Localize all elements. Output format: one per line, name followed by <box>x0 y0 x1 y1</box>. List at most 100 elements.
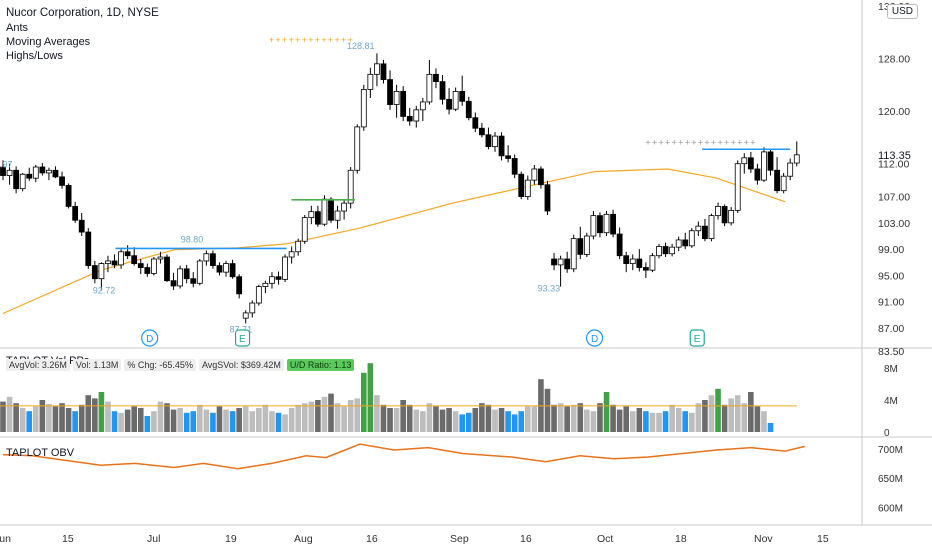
candle <box>6 163 13 185</box>
indicator-highs-lows[interactable]: Highs/Lows <box>6 50 63 62</box>
candle <box>761 147 767 183</box>
volume-bar <box>479 403 485 432</box>
volume-bar <box>669 404 675 432</box>
candle <box>393 84 400 118</box>
candle <box>242 310 249 324</box>
price-tick-label: 103.00 <box>878 218 910 230</box>
candle-body <box>380 63 387 80</box>
volume-bar <box>183 412 190 432</box>
candle <box>91 260 98 284</box>
candle-body <box>13 169 20 190</box>
candle <box>728 207 735 226</box>
candle-body <box>524 179 531 197</box>
ant-marker: + <box>678 138 683 148</box>
candle <box>452 87 459 112</box>
candle <box>754 163 761 185</box>
candle-body <box>583 235 590 255</box>
candle <box>406 107 413 126</box>
volume-bar <box>498 408 505 432</box>
candle-body <box>636 258 643 268</box>
candle-body <box>203 253 210 262</box>
candle-body <box>538 168 544 186</box>
candle <box>492 132 498 152</box>
volume-bar <box>702 400 708 432</box>
currency-button[interactable]: USD <box>886 4 918 19</box>
candle <box>557 255 564 287</box>
candle-body <box>505 155 512 159</box>
ant-marker: + <box>731 138 736 148</box>
volume-bar <box>511 414 518 432</box>
candle-body <box>544 184 551 212</box>
volume-bar <box>544 388 551 432</box>
indicator-moving-averages[interactable]: Moving Averages <box>6 36 91 48</box>
candle <box>577 226 584 259</box>
ant-marker: + <box>328 35 333 45</box>
candle <box>603 211 610 236</box>
candle-body <box>649 255 656 271</box>
ant-marker: + <box>269 35 274 45</box>
volume-bar <box>321 396 328 432</box>
candle <box>767 149 774 176</box>
stat-ud-ratio: U/D Ratio: 1.13 <box>286 359 355 371</box>
candle <box>682 232 689 250</box>
candle-body <box>400 91 407 117</box>
candle <box>347 167 354 209</box>
candle-body <box>229 263 236 278</box>
candle <box>131 247 138 266</box>
candle-body <box>511 158 518 175</box>
price-tick-label: 99.00 <box>878 244 904 256</box>
volume-bar <box>72 411 78 432</box>
indicator-ants[interactable]: Ants <box>6 22 29 34</box>
candle <box>597 212 603 238</box>
candle-body <box>741 157 748 165</box>
candle <box>170 272 177 290</box>
candle <box>255 284 262 306</box>
candle-body <box>728 209 735 224</box>
candle-body <box>754 168 761 181</box>
candle-body <box>715 206 721 217</box>
volume-bar <box>301 403 308 432</box>
candle-body <box>767 151 774 171</box>
volume-bar <box>708 395 715 432</box>
volume-bar <box>6 396 13 432</box>
candle <box>459 75 466 106</box>
candle-body <box>321 198 328 225</box>
candle <box>485 127 492 150</box>
candle <box>177 265 184 289</box>
volume-bar <box>754 406 761 432</box>
candle-body <box>177 268 184 287</box>
volume-bar <box>275 412 282 432</box>
candle <box>210 250 216 269</box>
candle-body <box>196 260 203 284</box>
price-tick-label: 91.00 <box>878 297 904 309</box>
volume-bar <box>518 411 525 432</box>
obv-pane-label: TAPLOT OBV <box>6 447 75 459</box>
candle-body <box>183 268 190 280</box>
volume-bar <box>170 409 177 432</box>
candle <box>465 96 472 121</box>
high-low-label: 2.97 <box>0 159 13 169</box>
ant-marker: + <box>658 138 663 148</box>
volume-bar <box>210 412 216 432</box>
candle-body <box>426 73 433 103</box>
candle-body <box>577 238 584 255</box>
candle <box>695 221 702 236</box>
candle-body <box>367 73 374 90</box>
candle-body <box>150 258 157 274</box>
volume-bar <box>636 408 643 432</box>
volume-bar <box>190 411 197 432</box>
candle <box>229 259 236 279</box>
candle <box>505 145 512 163</box>
candle-body <box>111 260 118 266</box>
volume-bar <box>26 411 33 432</box>
volume-bar <box>131 406 137 432</box>
volume-bar <box>249 411 256 432</box>
candle-body <box>485 134 492 148</box>
candle-body <box>498 135 505 157</box>
volume-bar <box>525 406 531 432</box>
volume-bar <box>308 401 315 432</box>
volume-bar <box>387 408 393 432</box>
volume-bar <box>288 408 295 432</box>
obv-line <box>2 443 805 470</box>
